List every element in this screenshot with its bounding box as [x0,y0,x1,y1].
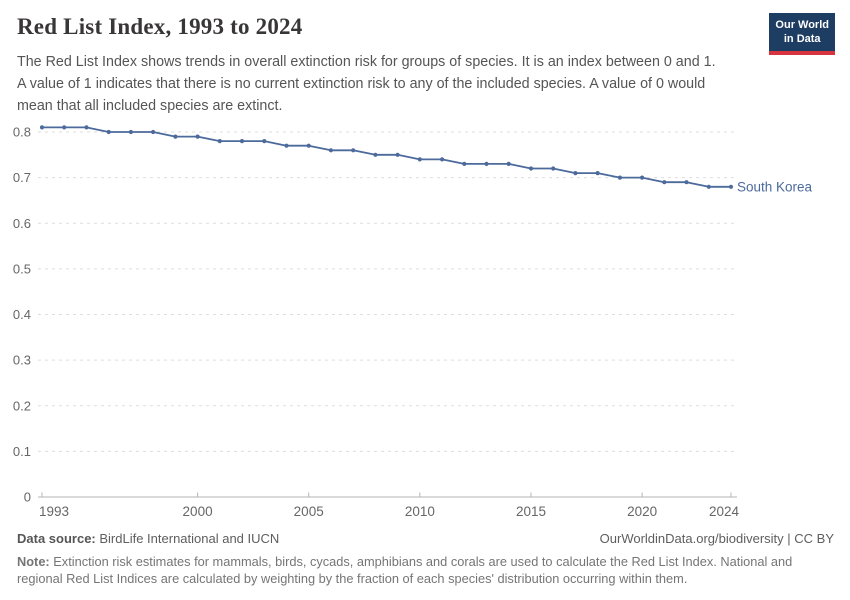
x-tick-label: 2020 [627,504,657,519]
data-source-label: Data source: [17,531,96,546]
data-point[interactable] [151,129,156,135]
data-point[interactable] [284,143,289,148]
chart-subtitle-line: A value of 1 indicates that there is no … [17,75,706,92]
series-label-south-korea[interactable]: South Korea [737,179,813,194]
data-point[interactable] [706,184,711,189]
data-point[interactable] [39,125,45,130]
chart-subtitle-line: The Red List Index shows trends in overa… [17,54,716,70]
data-point[interactable] [640,175,645,180]
chart-note-label: Note: [17,554,50,569]
data-point[interactable] [417,157,422,162]
data-point[interactable] [173,134,178,139]
owid-logo-line2: in Data [783,33,821,46]
data-point[interactable] [551,166,556,171]
data-point[interactable] [262,139,267,144]
x-tick-label: 2000 [183,504,213,519]
chart-subtitle: The Red List Index shows trends in overa… [17,53,716,119]
data-point[interactable] [106,129,111,135]
y-tick-label: 0.7 [13,170,31,185]
gridlines [38,131,735,452]
data-point[interactable] [573,171,578,176]
chart-subtitle-line: mean that all included species are extin… [17,97,283,114]
data-point[interactable] [462,161,467,166]
data-point[interactable] [217,139,222,144]
chart-note-line2: regional Red List Indices are calculated… [17,571,688,587]
y-tick-label: 0.8 [13,125,31,140]
y-tick-label: 0.5 [13,261,31,276]
data-line-south-korea[interactable] [42,126,731,188]
data-point[interactable] [62,125,67,130]
data-point[interactable] [728,184,734,189]
data-point[interactable] [617,175,623,180]
y-tick-label: 0 [24,490,31,505]
data-point[interactable] [195,134,200,139]
x-tick-label: 2015 [516,504,546,519]
attribution-link[interactable]: OurWorldinData.org/biodiversity | CC BY [599,531,834,546]
data-point[interactable] [395,152,400,157]
data-point[interactable] [373,152,378,157]
x-tick-label: 1993 [39,504,69,519]
data-point[interactable] [351,148,356,153]
y-tick-label: 0.2 [13,398,31,413]
data-point[interactable] [328,148,333,153]
y-tick-label: 0.3 [13,353,31,368]
data-point[interactable] [239,139,245,144]
x-axis [38,492,737,498]
data-point[interactable] [662,180,667,185]
data-point[interactable] [84,125,89,130]
x-tick-label: 2024 [709,504,740,519]
data-point[interactable] [528,166,534,171]
x-tick-label: 2010 [405,504,435,519]
data-point[interactable] [684,180,689,185]
page-title: Red List Index, 1993 to 2024 [17,14,303,39]
y-axis-labels: 0 0.1 0.2 0.3 0.4 0.5 0.6 0.7 0.8 [13,125,31,505]
data-point[interactable] [128,129,133,135]
data-point-markers[interactable] [39,125,734,189]
owid-logo[interactable]: Our World in Data [769,13,835,55]
x-tick-label: 2005 [294,504,324,519]
owid-logo-line1: Our World [775,19,829,31]
data-point[interactable] [506,161,511,166]
x-axis-labels: 1993 2000 2005 2010 2015 2020 2024 [39,504,739,519]
y-tick-label: 0.4 [13,307,31,322]
y-tick-label: 0.1 [13,444,31,459]
chart-note-line1: Extinction risk estimates for mammals, b… [49,554,793,569]
data-point[interactable] [595,171,600,176]
data-point[interactable] [306,143,311,148]
chart-note: Note: Extinction risk estimates for mamm… [17,553,810,587]
y-tick-label: 0.6 [13,216,31,231]
data-source: Data source: BirdLife International and … [17,531,279,546]
data-source-text: BirdLife International and IUCN [95,531,280,546]
data-point[interactable] [440,157,445,162]
data-point[interactable] [484,161,489,166]
